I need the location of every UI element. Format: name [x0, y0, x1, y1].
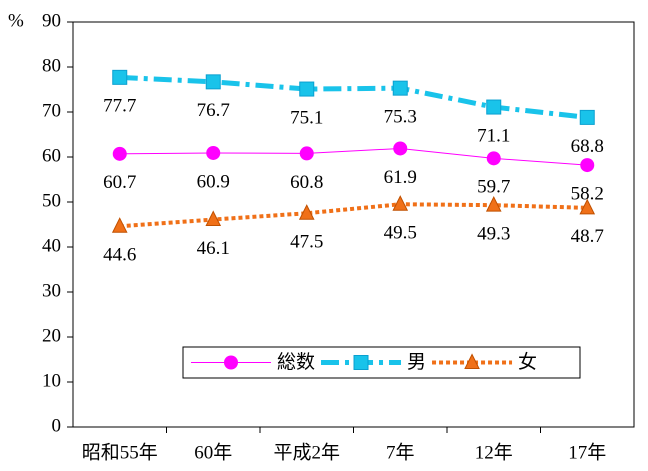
data-label: 60.8	[290, 172, 323, 193]
legend-label: 総数	[277, 351, 315, 373]
y-tick-label: 30	[42, 280, 61, 301]
x-tick-label: 7年	[386, 441, 415, 463]
data-label: 71.1	[477, 125, 510, 146]
y-tick-label: 70	[42, 100, 61, 121]
data-label: 60.9	[197, 171, 230, 192]
marker	[392, 195, 409, 211]
marker	[392, 80, 408, 96]
marker	[579, 109, 595, 125]
data-label: 49.5	[384, 223, 417, 244]
y-tick-label: 90	[42, 10, 61, 31]
legend-label: 女	[518, 351, 537, 373]
marker	[486, 99, 502, 115]
data-label: 48.7	[571, 226, 604, 247]
marker	[224, 355, 238, 370]
data-label: 46.1	[197, 238, 230, 259]
data-label: 47.5	[290, 232, 323, 253]
data-label: 59.7	[477, 177, 510, 198]
data-label: 75.3	[384, 107, 417, 128]
marker	[111, 217, 128, 233]
data-label: 49.3	[477, 224, 510, 245]
data-label: 77.7	[103, 96, 136, 117]
marker	[353, 355, 369, 370]
data-label: 44.6	[103, 245, 136, 266]
y-tick-label: 20	[42, 325, 61, 346]
data-label: 61.9	[384, 167, 417, 188]
x-tick-label: 平成2年	[273, 441, 340, 463]
data-label: 75.1	[290, 107, 323, 128]
series-line	[119, 147, 588, 166]
y-tick-label: 10	[42, 370, 61, 391]
data-label: 60.7	[103, 172, 136, 193]
data-label: 68.8	[571, 136, 604, 157]
y-tick-label: 0	[52, 415, 62, 436]
data-label: 58.2	[571, 183, 604, 204]
marker	[486, 151, 501, 166]
y-tick-label: 50	[42, 190, 61, 211]
marker	[298, 204, 315, 220]
marker	[205, 74, 221, 90]
marker	[299, 81, 315, 97]
marker	[485, 196, 502, 212]
y-tick-label: 60	[42, 145, 61, 166]
marker	[206, 145, 221, 160]
marker	[580, 158, 595, 173]
y-tick-label: 40	[42, 235, 61, 256]
x-tick-label: 昭和55年	[82, 441, 158, 463]
x-tick-label: 60年	[194, 441, 232, 463]
marker	[205, 210, 222, 227]
marker	[112, 146, 127, 161]
marker	[579, 198, 596, 215]
x-tick-label: 12年	[475, 441, 513, 463]
marker	[464, 353, 480, 369]
data-label: 76.7	[197, 100, 230, 121]
marker	[112, 69, 128, 85]
marker	[393, 141, 408, 156]
series-line	[119, 202, 588, 229]
x-tick-label: 17年	[568, 441, 606, 463]
y-tick-label: 80	[42, 55, 61, 76]
marker	[299, 146, 314, 161]
y-unit: %	[8, 10, 24, 31]
series-line	[119, 74, 588, 120]
legend-label: 男	[407, 352, 426, 373]
